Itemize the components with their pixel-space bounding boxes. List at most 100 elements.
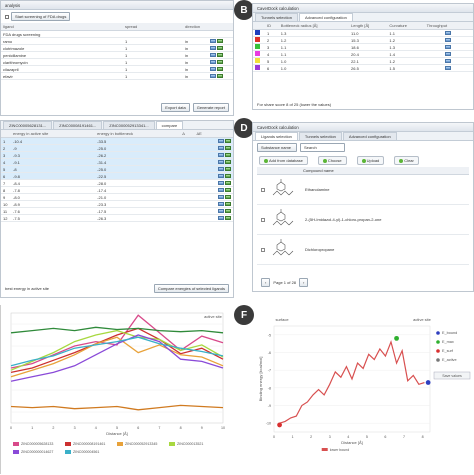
download-icon[interactable] (225, 174, 231, 179)
col-direction[interactable]: direction (183, 23, 233, 31)
view-structure-icon[interactable] (218, 202, 224, 207)
table-row[interactable]: 9 -8.0 -21.0 (1, 193, 233, 201)
filter-select[interactable]: Substance name (257, 143, 297, 152)
screening-checkbox[interactable] (5, 14, 9, 19)
tab-ligands-selection[interactable]: Ligands selection (255, 132, 298, 140)
download-icon[interactable] (217, 67, 223, 72)
view-tunnel-icon[interactable] (444, 66, 451, 71)
marker-e-active[interactable] (425, 380, 431, 385)
view-structure-icon[interactable] (210, 53, 216, 58)
view-structure-icon[interactable] (210, 46, 216, 51)
tab-compare[interactable]: compare (155, 121, 184, 129)
col-id[interactable]: ID (265, 22, 279, 30)
download-icon[interactable] (217, 46, 223, 51)
tunnel-color-swatch[interactable] (255, 37, 260, 42)
download-icon[interactable] (225, 188, 231, 193)
col-delta-e[interactable]: ΔE (194, 130, 233, 138)
table-row[interactable]: 7 -8.4 -28.0 (1, 179, 233, 187)
compound-row[interactable]: Ethanolamine (257, 175, 469, 205)
view-structure-icon[interactable] (210, 60, 216, 65)
download-icon[interactable] (225, 181, 231, 186)
view-structure-icon[interactable] (218, 195, 224, 200)
marker-e-max[interactable] (394, 335, 399, 341)
tunnel-color-swatch[interactable] (255, 44, 260, 49)
legend-swatch[interactable] (117, 442, 123, 446)
view-structure-icon[interactable] (218, 216, 224, 221)
table-row[interactable]: 4 1.1 20.4 1.4 (253, 50, 473, 58)
tab-ligand-1[interactable]: ZINC00005628131... (3, 121, 53, 129)
table-row[interactable]: clotrimazole 1 in (1, 44, 233, 52)
legend-swatch[interactable] (65, 450, 71, 454)
table-row[interactable]: 10 -8.9 -23.3 (1, 200, 233, 208)
col-length[interactable]: Length [Å] (349, 22, 388, 30)
prev-page-button[interactable]: ‹ (261, 278, 271, 287)
col-spread[interactable]: spread (123, 23, 183, 31)
download-icon[interactable] (217, 53, 223, 58)
save-values-button[interactable] (433, 371, 471, 380)
table-row[interactable]: clarithromycin 1 in (1, 58, 233, 66)
view-structure-icon[interactable] (218, 139, 224, 144)
view-structure-icon[interactable] (218, 188, 224, 193)
download-icon[interactable] (225, 216, 231, 221)
marker-e-surf[interactable] (277, 422, 282, 428)
legend-swatch[interactable] (13, 450, 19, 454)
legend-swatch[interactable] (65, 442, 71, 446)
next-page-button[interactable]: › (299, 278, 309, 287)
download-icon[interactable] (225, 146, 231, 151)
table-row[interactable]: cilazapril 1 in (1, 65, 233, 73)
view-tunnel-icon[interactable] (444, 59, 451, 64)
view-tunnel-icon[interactable] (444, 31, 451, 36)
view-structure-icon[interactable] (218, 174, 224, 179)
table-row[interactable]: 5 1.0 22.1 1.2 (253, 57, 473, 65)
table-row[interactable]: 5 -8 -25.0 (1, 165, 233, 173)
table-row[interactable]: 1 -10.4 -33.5 (1, 137, 233, 145)
download-icon[interactable] (225, 139, 231, 144)
table-row[interactable]: penicillamine 1 in (1, 51, 233, 59)
legend-swatch[interactable] (169, 442, 175, 446)
col-energy-active[interactable]: energy in active site (11, 130, 96, 138)
download-icon[interactable] (217, 60, 223, 65)
view-structure-icon[interactable] (218, 153, 224, 158)
tab-ligand-2[interactable]: ZINC00008191461... (53, 121, 103, 129)
view-tunnel-icon[interactable] (444, 38, 451, 43)
view-structure-icon[interactable] (210, 67, 216, 72)
table-row[interactable]: 12 -7.5 -26.3 (1, 214, 233, 222)
screening-checkbox-label[interactable]: Start screening of FDA drugs (11, 12, 71, 21)
table-row[interactable]: 2 -9 -25.0 (1, 144, 233, 152)
col-compound-name[interactable]: Compound name (303, 168, 334, 173)
tunnel-color-swatch[interactable] (255, 30, 260, 35)
view-structure-icon[interactable] (218, 181, 224, 186)
legend-swatch[interactable] (13, 442, 19, 446)
view-structure-icon[interactable] (218, 209, 224, 214)
table-row[interactable]: ramo 1 in (1, 37, 233, 45)
tunnel-color-swatch[interactable] (255, 58, 260, 63)
choose-button[interactable]: Choose (317, 156, 347, 165)
tunnel-color-swatch[interactable] (255, 51, 260, 56)
table-row[interactable]: 4 -9.1 -31.4 (1, 158, 233, 166)
download-icon[interactable] (225, 202, 231, 207)
view-structure-icon[interactable] (218, 160, 224, 165)
compound-row[interactable]: 2-(5H-Imidazol-4-yl)-1-chloro-propan-2-o… (257, 205, 469, 235)
view-structure-icon[interactable] (210, 74, 216, 79)
download-icon[interactable] (217, 74, 223, 79)
table-row[interactable]: FDA drugs screening (1, 30, 233, 38)
download-icon[interactable] (225, 195, 231, 200)
upload-button[interactable]: Upload (356, 156, 385, 165)
compound-checkbox[interactable] (261, 247, 265, 252)
col-radius[interactable]: Bottleneck radius [Å] (278, 22, 350, 30)
view-structure-icon[interactable] (218, 167, 224, 172)
table-row[interactable]: 11 -7.6 -17.5 (1, 207, 233, 215)
download-icon[interactable] (225, 153, 231, 158)
download-icon[interactable] (225, 167, 231, 172)
download-icon[interactable] (225, 209, 231, 214)
view-tunnel-icon[interactable] (444, 52, 451, 57)
compound-checkbox[interactable] (261, 217, 265, 222)
download-icon[interactable] (225, 160, 231, 165)
view-tunnel-icon[interactable] (444, 45, 451, 50)
compare-energies-button[interactable]: Compare energies of selected ligands (153, 284, 229, 293)
table-row[interactable]: 6 -9.8 -22.5 (1, 172, 233, 180)
col-throughput[interactable]: Throughput (424, 22, 473, 30)
col-curvature[interactable]: Curvature (387, 22, 425, 30)
col-delta[interactable]: Δ (180, 130, 195, 138)
tab-d-tunnels-selection[interactable]: Tunnels selection (298, 132, 342, 140)
